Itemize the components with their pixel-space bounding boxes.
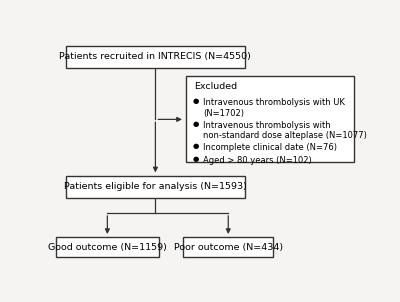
Text: Incomplete clinical date (N=76): Incomplete clinical date (N=76)	[204, 143, 338, 152]
Text: Excluded: Excluded	[194, 82, 237, 91]
FancyBboxPatch shape	[66, 46, 245, 68]
Text: Intravenous thrombolysis with
non-standard dose alteplase (N=1077): Intravenous thrombolysis with non-standa…	[204, 121, 367, 140]
FancyBboxPatch shape	[56, 237, 158, 257]
Text: ●: ●	[192, 121, 199, 127]
Text: Patients recruited in INTRECIS (N=4550): Patients recruited in INTRECIS (N=4550)	[60, 52, 251, 61]
FancyBboxPatch shape	[183, 237, 273, 257]
Text: Poor outcome (N=434): Poor outcome (N=434)	[174, 243, 283, 252]
FancyBboxPatch shape	[66, 176, 245, 198]
Text: ●: ●	[192, 156, 199, 162]
FancyBboxPatch shape	[186, 76, 354, 162]
Text: Patients eligible for analysis (N=1593): Patients eligible for analysis (N=1593)	[64, 182, 247, 191]
Text: Good outcome (N=1159): Good outcome (N=1159)	[48, 243, 167, 252]
Text: ●: ●	[192, 98, 199, 104]
Text: Intravenous thrombolysis with UK
(N=1702): Intravenous thrombolysis with UK (N=1702…	[204, 98, 345, 118]
Text: ●: ●	[192, 143, 199, 149]
Text: Aged > 80 years (N=102): Aged > 80 years (N=102)	[204, 156, 312, 165]
